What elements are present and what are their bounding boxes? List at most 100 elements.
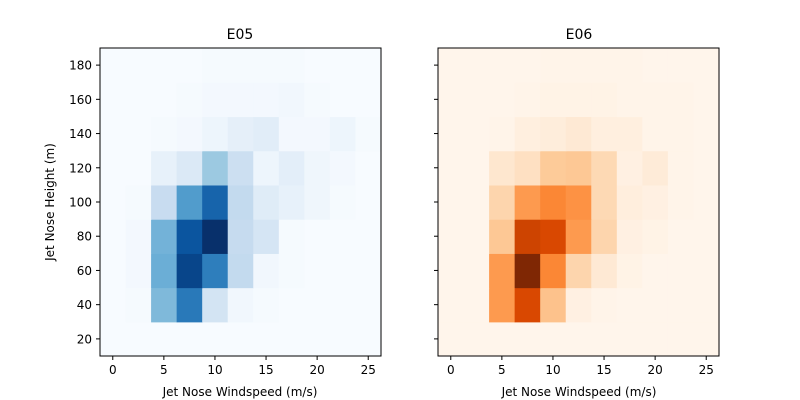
heatmap-cell (304, 219, 331, 254)
heatmap-cell (355, 184, 382, 220)
heatmap-cell (642, 287, 669, 323)
heatmap-cell (463, 219, 490, 254)
heatmap-cell (304, 287, 331, 323)
heatmap-cell (693, 321, 720, 357)
heatmap-cell (489, 253, 516, 289)
x-tick-label: 20 (309, 363, 324, 377)
heatmap-cell (202, 48, 229, 83)
heatmap-cell (355, 116, 382, 152)
x-tick-label: 5 (160, 363, 168, 377)
heatmap-cell (591, 116, 618, 152)
heatmap-cell (227, 82, 254, 118)
heatmap-cell (278, 287, 305, 323)
heatmap-cell (514, 253, 541, 289)
heatmap-cell (438, 253, 465, 289)
heatmap-cell (253, 287, 280, 323)
heatmap-cell (304, 150, 331, 186)
heatmap-cell (540, 150, 567, 186)
heatmap-cell (693, 287, 720, 323)
x-tick-label: 25 (699, 363, 714, 377)
heatmap-cell (100, 321, 127, 357)
heatmap-cell (616, 219, 643, 254)
heatmap-cell (489, 150, 516, 186)
y-ticks: 20 40 60 80 100 120 140 160 180 (69, 59, 100, 346)
heatmap-cell (565, 321, 592, 357)
heatmap-cell (591, 184, 618, 220)
heatmap-cell (438, 321, 465, 357)
heatmap-cell (514, 82, 541, 118)
heatmap-cell (278, 116, 305, 152)
heatmap-cell (125, 253, 152, 289)
heatmap-cell (329, 287, 357, 323)
heatmap-cell (329, 184, 357, 220)
heatmap-cell (667, 253, 695, 289)
heatmap-cell (438, 184, 465, 220)
heatmap-cell (642, 150, 669, 186)
heatmap-cell (355, 219, 382, 254)
heatmap-cell (253, 82, 280, 118)
heatmap-cell (489, 321, 516, 357)
heatmap-cell (693, 150, 720, 186)
heatmap-cells (438, 48, 720, 357)
heatmap-cell (667, 116, 695, 152)
panel-e06: E06 0 5 10 15 20 25 Jet Nose Windspeed (m/s) (434, 27, 720, 399)
heatmap-cell (642, 184, 669, 220)
heatmap-cell (355, 82, 382, 118)
heatmap-cell (540, 219, 567, 254)
heatmap-cell (227, 287, 254, 323)
y-ticks (434, 64, 438, 340)
y-tick-label: 20 (77, 332, 92, 346)
heatmap-cell (253, 184, 280, 220)
heatmap-cell (540, 116, 567, 152)
y-tick-label: 40 (77, 298, 92, 312)
heatmap-cell (176, 48, 203, 83)
x-tick-label: 0 (447, 363, 455, 377)
heatmap-cell (616, 82, 643, 118)
heatmap-cell (667, 184, 695, 220)
heatmap-cell (253, 48, 280, 83)
heatmap-cell (329, 253, 357, 289)
heatmap-cell (540, 184, 567, 220)
heatmap-cell (489, 287, 516, 323)
heatmap-cell (693, 116, 720, 152)
heatmap-cell (329, 150, 357, 186)
y-tick-label: 160 (69, 93, 92, 107)
heatmap-cell (100, 253, 127, 289)
y-axis-label: Jet Nose Height (m) (43, 143, 57, 262)
heatmap-cell (100, 48, 127, 83)
heatmap-cell (151, 116, 178, 152)
heatmap-cell (125, 219, 152, 254)
heatmap-cell (463, 150, 490, 186)
heatmap-cell (202, 219, 229, 254)
heatmap-cell (591, 321, 618, 357)
x-tick-label: 15 (258, 363, 273, 377)
heatmap-cell (514, 287, 541, 323)
heatmap-cell (514, 321, 541, 357)
heatmap-cell (227, 219, 254, 254)
heatmap-cell (489, 82, 516, 118)
heatmap-cell (100, 287, 127, 323)
panel-e05: E05 0 5 10 15 20 25 20 40 60 80 100 120 140 160 180 J… (43, 27, 382, 399)
heatmap-cell (565, 253, 592, 289)
heatmap-cell (667, 82, 695, 118)
heatmap-cell (438, 219, 465, 254)
heatmap-cell (304, 116, 331, 152)
heatmap-cell (438, 48, 465, 83)
heatmap-cell (151, 253, 178, 289)
heatmap-cell (642, 219, 669, 254)
heatmap-cell (565, 219, 592, 254)
heatmap-cell (667, 321, 695, 357)
heatmap-cell (151, 321, 178, 357)
x-ticks: 0 5 10 15 20 25 (447, 356, 714, 377)
heatmap-cell (438, 287, 465, 323)
heatmap-cell (253, 150, 280, 186)
x-tick-label: 15 (596, 363, 611, 377)
heatmap-cell (176, 253, 203, 289)
heatmap-cell (463, 321, 490, 357)
heatmap-cell (227, 321, 254, 357)
heatmap-cell (489, 116, 516, 152)
heatmap-cell (202, 184, 229, 220)
heatmap-cell (642, 48, 669, 83)
heatmap-cell (514, 184, 541, 220)
heatmap-cell (514, 150, 541, 186)
